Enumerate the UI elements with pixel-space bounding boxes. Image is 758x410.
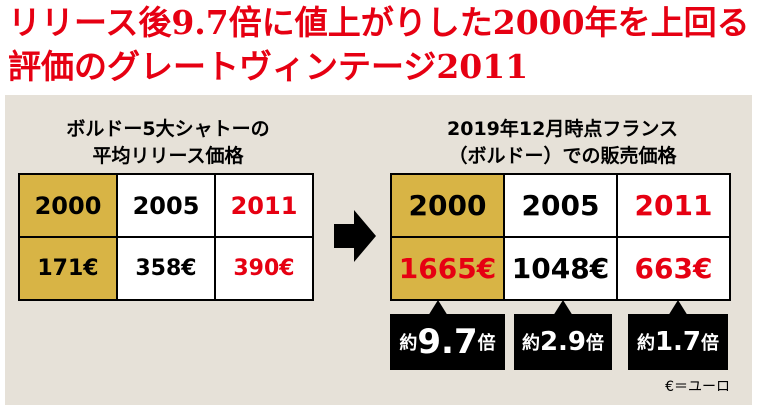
heading-line: ボルドー5大シャトーの bbox=[66, 118, 270, 140]
note: €＝ユーロ bbox=[665, 379, 730, 395]
table-cell: 2005 bbox=[116, 173, 216, 238]
pointer bbox=[668, 300, 688, 316]
table-cell: 2000 bbox=[18, 173, 118, 238]
table-cell: 358€ bbox=[116, 236, 216, 301]
table-cell: 2011 bbox=[616, 173, 731, 238]
title-line: 評価のグレートヴィンテージ2011 bbox=[8, 47, 529, 86]
badge-prefix: 約 bbox=[636, 333, 655, 354]
arrow-shape bbox=[334, 210, 376, 262]
ratio-badge: 約 9.7 倍 bbox=[390, 314, 505, 370]
table-cell: 1665€ bbox=[390, 236, 505, 301]
ratio-badge: 約 2.9 倍 bbox=[514, 314, 612, 370]
badge-suffix: 倍 bbox=[701, 333, 720, 354]
pointer bbox=[428, 300, 448, 316]
badge-suffix: 倍 bbox=[477, 333, 496, 354]
badge-suffix: 倍 bbox=[586, 333, 605, 354]
table-cell: 390€ bbox=[214, 236, 314, 301]
arrow bbox=[334, 210, 376, 262]
heading-line: （ボルドー）での販売価格 bbox=[448, 145, 677, 167]
left-heading: ボルドー5大シャトーの 平均リリース価格 bbox=[18, 116, 318, 170]
table-cell: 2011 bbox=[214, 173, 314, 238]
badge-prefix: 約 bbox=[521, 333, 540, 354]
badge-value: 2.9 bbox=[539, 327, 587, 357]
table-cell: 2000 bbox=[390, 173, 505, 238]
ratio-badge: 約 1.7 倍 bbox=[628, 314, 728, 370]
heading-line: 2019年12月時点フランス bbox=[447, 118, 678, 140]
pointer bbox=[553, 300, 573, 316]
pointers bbox=[428, 300, 688, 316]
badge-value: 9.7 bbox=[417, 322, 478, 362]
table-cell: 171€ bbox=[18, 236, 118, 301]
table-cell: 1048€ bbox=[503, 236, 618, 301]
right-heading: 2019年12月時点フランス （ボルドー）での販売価格 bbox=[390, 116, 735, 170]
badge-prefix: 約 bbox=[399, 333, 418, 354]
heading-line: 平均リリース価格 bbox=[92, 145, 244, 167]
badge-value: 1.7 bbox=[654, 327, 702, 357]
table-cell: 663€ bbox=[616, 236, 731, 301]
table-cell: 2005 bbox=[503, 173, 618, 238]
title-line: リリース後9.7倍に値上がりした2000年を上回る bbox=[8, 3, 750, 42]
